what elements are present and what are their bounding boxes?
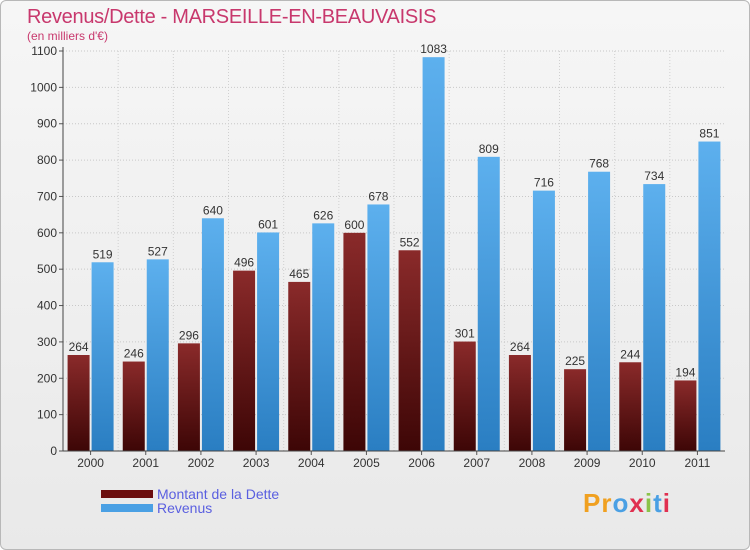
bar-debt [398,250,421,451]
data-label-debt: 264 [510,340,530,354]
chart-title: Revenus/Dette - MARSEILLE-EN-BEAUVAISIS [27,6,437,28]
data-label-debt: 264 [69,340,89,354]
bar-revenus [257,232,280,451]
bar-revenus [532,190,555,452]
legend-item-debt: Montant de la Dette [101,486,280,502]
x-tick-label: 2009 [574,456,601,470]
bar-debt [122,361,145,451]
bar-revenus [146,259,169,451]
legend-swatch-revenus [101,504,153,512]
x-tick-label: 2008 [519,456,546,470]
bar-revenus [91,262,114,451]
legend-item-revenus: Revenus [101,500,279,516]
data-label-revenus: 1083 [420,42,447,56]
legend-label-revenus: Revenus [157,500,213,516]
chart-subtitle: (en milliers d'€) [27,29,108,43]
y-tick-label: 900 [37,117,57,131]
data-label-debt: 552 [400,235,420,249]
bar-debt [564,369,587,451]
y-tick-label: 1100 [31,44,57,58]
bar-revenus [312,223,335,451]
bar-revenus [201,218,224,451]
x-tick-label: 2001 [132,456,159,470]
data-label-debt: 244 [620,347,640,361]
bar-debt [288,281,311,451]
data-label-revenus: 768 [589,157,609,171]
x-tick-label: 2003 [243,456,270,470]
data-label-revenus: 601 [258,217,278,231]
y-tick-label: 0 [50,444,57,458]
y-tick-label: 700 [37,189,57,203]
bar-debt [508,355,531,451]
data-label-revenus: 527 [148,244,168,258]
bar-revenus [367,204,390,451]
data-label-debt: 496 [234,256,254,270]
bar-revenus [588,171,611,451]
bar-debt [67,355,90,451]
data-label-revenus: 640 [203,203,223,217]
bar-debt [233,270,256,451]
legend-label-debt: Montant de la Dette [157,486,280,502]
data-label-debt: 465 [289,267,309,281]
y-tick-label: 300 [37,335,57,349]
bar-debt [619,362,642,451]
x-tick-label: 2007 [463,456,490,470]
legend-swatch-debt [101,490,153,498]
x-tick-label: 2002 [188,456,215,470]
x-tick-label: 2006 [408,456,435,470]
data-label-debt: 301 [455,327,475,341]
x-tick-label: 2011 [685,456,711,470]
data-label-revenus: 678 [368,189,388,203]
bar-revenus [643,184,666,451]
y-tick-label: 400 [37,299,57,313]
x-tick-label: 2004 [298,456,325,470]
bar-debt [177,343,200,451]
data-label-debt: 296 [179,328,199,342]
y-tick-label: 500 [37,262,57,276]
x-tick-label: 2005 [353,456,380,470]
y-tick-label: 800 [37,153,57,167]
data-label-revenus: 734 [644,169,664,183]
data-label-revenus: 851 [699,127,719,141]
chart-legend: Montant de la Dette Revenus [101,486,280,516]
data-label-debt: 225 [565,354,585,368]
data-label-revenus: 716 [534,176,554,190]
y-tick-label: 200 [37,371,57,385]
proxiti-logo: Proxiti [583,488,671,518]
data-label-revenus: 809 [479,142,499,156]
bar-revenus [698,141,721,451]
data-label-debt: 600 [344,218,364,232]
data-label-revenus: 626 [313,208,333,222]
data-label-debt: 194 [675,365,695,379]
x-tick-label: 2010 [629,456,656,470]
bar-debt [674,380,697,451]
y-tick-label: 600 [37,226,57,240]
data-label-debt: 246 [124,347,144,361]
y-tick-label: 1000 [30,80,57,94]
data-label-revenus: 519 [93,247,113,261]
bar-debt [343,232,366,451]
bar-revenus [477,156,500,451]
x-tick-label: 2000 [77,456,104,470]
y-tick-label: 100 [37,408,57,422]
bar-revenus [422,57,445,451]
bar-debt [453,341,476,451]
